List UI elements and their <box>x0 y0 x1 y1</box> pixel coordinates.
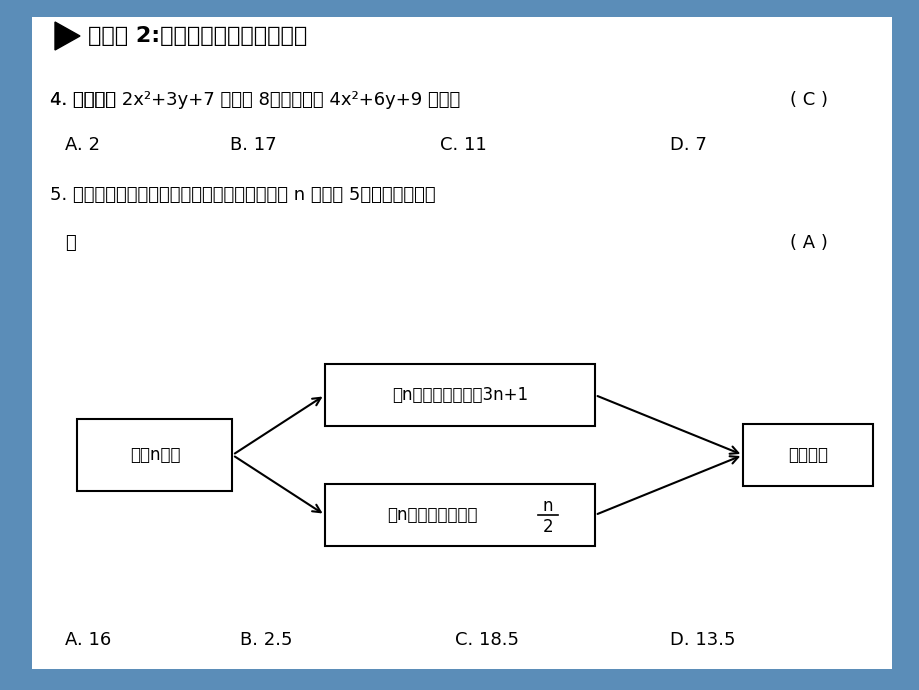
Text: n: n <box>542 497 552 515</box>
Text: 为: 为 <box>65 234 75 252</box>
Text: D. 13.5: D. 13.5 <box>669 631 734 649</box>
Text: 2: 2 <box>542 518 552 536</box>
Text: 4. 若代数式: 4. 若代数式 <box>50 91 121 109</box>
Text: 知识点 2:整体代入法求代数式的値: 知识点 2:整体代入法求代数式的値 <box>88 26 307 46</box>
Text: A. 2: A. 2 <box>65 136 100 154</box>
Text: 当n为奇数时，计算3n+1: 当n为奇数时，计算3n+1 <box>391 386 528 404</box>
Text: C. 11: C. 11 <box>439 136 486 154</box>
Text: 5. 用如图所示的程序计算代数式的値，若输入的 n 的値为 5，则输出的结果: 5. 用如图所示的程序计算代数式的値，若输入的 n 的値为 5，则输出的结果 <box>50 186 436 204</box>
Polygon shape <box>55 22 80 50</box>
Text: C. 18.5: C. 18.5 <box>455 631 518 649</box>
Bar <box>324 364 595 426</box>
Text: 当n为偶数时，计算: 当n为偶数时，计算 <box>386 506 477 524</box>
Text: B. 17: B. 17 <box>230 136 277 154</box>
Text: 输出结果: 输出结果 <box>788 446 827 464</box>
Text: ( A ): ( A ) <box>789 234 827 252</box>
Text: ( C ): ( C ) <box>789 91 827 109</box>
Text: D. 7: D. 7 <box>669 136 706 154</box>
Text: B. 2.5: B. 2.5 <box>240 631 292 649</box>
Bar <box>77 419 233 491</box>
Bar <box>743 424 872 486</box>
Bar <box>324 484 595 546</box>
Text: 4. 若代数式 2x²+3y+7 的值为 8，则代数式 4x²+6y+9 的值为: 4. 若代数式 2x²+3y+7 的值为 8，则代数式 4x²+6y+9 的值为 <box>50 91 460 109</box>
Text: 输入n的値: 输入n的値 <box>130 446 180 464</box>
Text: A. 16: A. 16 <box>65 631 111 649</box>
